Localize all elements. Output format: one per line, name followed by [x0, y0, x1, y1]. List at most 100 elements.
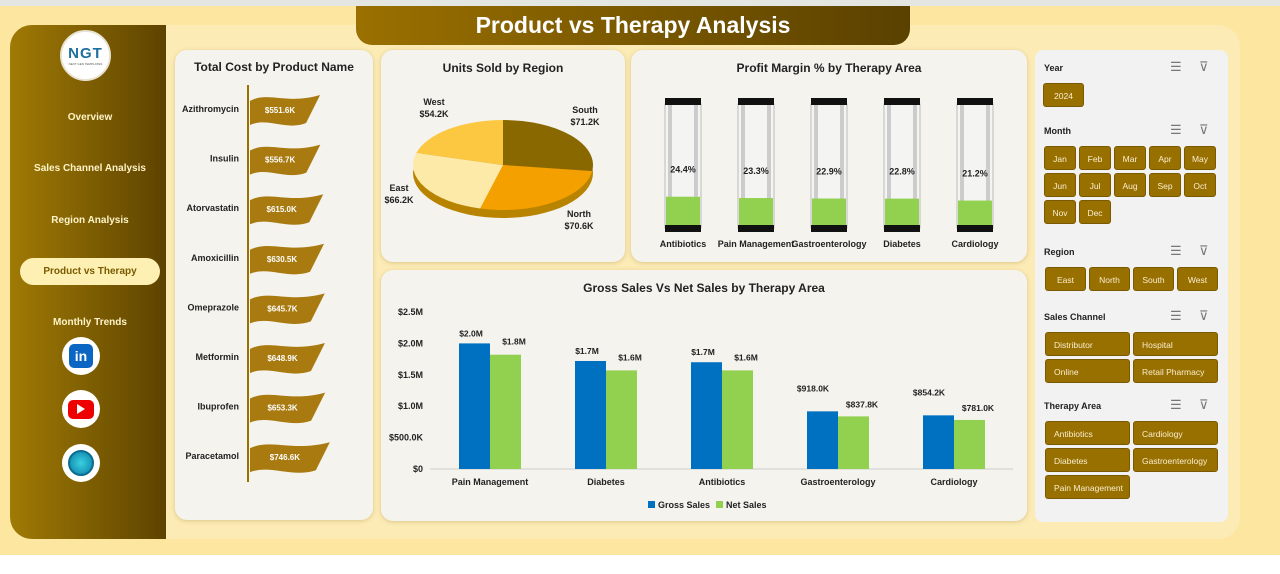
clear-filter-icon[interactable]: ⊽: [1199, 397, 1209, 412]
data-label: $556.7K: [265, 156, 295, 165]
tube-cap: [884, 98, 920, 105]
units-region-chart: South $71.2K North $70.6K East $66.2K West $54.…: [384, 97, 600, 231]
slicer-title: Month: [1044, 126, 1071, 136]
slicer-item-therapy[interactable]: Diabetes: [1045, 448, 1130, 472]
globe-icon: [68, 450, 94, 476]
y-tick-label: $500.0K: [389, 433, 424, 443]
multi-select-icon[interactable]: ☰: [1170, 308, 1182, 323]
data-label: 23.3%: [743, 166, 769, 176]
net-sales-bar: [838, 416, 869, 469]
cost-flag: [250, 95, 321, 126]
slicer-item-jun[interactable]: Jun: [1044, 173, 1076, 197]
margin-fill: [812, 198, 846, 226]
tube-shine: [814, 104, 818, 228]
y-tick-label: $2.0M: [398, 338, 423, 348]
multi-select-icon[interactable]: ☰: [1170, 59, 1182, 74]
data-label: 22.8%: [889, 167, 915, 177]
category-label: Insulin: [210, 154, 239, 164]
clear-filter-icon[interactable]: ⊽: [1199, 59, 1209, 74]
data-label: 24.4%: [670, 165, 696, 175]
slicer-item-mar[interactable]: Mar: [1114, 146, 1146, 170]
slicer-item-nov[interactable]: Nov: [1044, 200, 1076, 224]
tube-shine: [668, 104, 672, 228]
margin-fill: [666, 196, 700, 226]
slicer-item-west[interactable]: West: [1177, 267, 1218, 291]
clear-filter-icon[interactable]: ⊽: [1199, 243, 1209, 258]
slicer-item-dec[interactable]: Dec: [1079, 200, 1111, 224]
slicer-item-apr[interactable]: Apr: [1149, 146, 1181, 170]
slicer-item-2024[interactable]: 2024: [1043, 83, 1084, 107]
slicer-item-channel[interactable]: Online: [1045, 359, 1130, 383]
linkedin-button[interactable]: in: [62, 337, 100, 375]
slicer-item-channel[interactable]: Hospital: [1133, 332, 1218, 356]
data-label: $2.0M: [459, 328, 483, 338]
slicer-item-east[interactable]: East: [1045, 267, 1086, 291]
category-label: Metformin: [196, 352, 240, 362]
bottom-strip: [0, 555, 1280, 574]
category-label: Cardiology: [930, 477, 977, 487]
cost-flag: [250, 442, 330, 473]
clear-filter-icon[interactable]: ⊽: [1199, 308, 1209, 323]
slicer-item-may[interactable]: May: [1184, 146, 1216, 170]
logo: NGT NEXT GEN TEMPLATES: [60, 30, 111, 81]
data-label: $615.0K: [267, 205, 297, 214]
slicer-item-oct[interactable]: Oct: [1184, 173, 1216, 197]
tube-cap: [957, 98, 993, 105]
pie-category-label: East: [389, 183, 408, 193]
data-label: $1.8M: [502, 337, 526, 347]
y-tick-label: $0: [413, 464, 423, 474]
multi-select-icon[interactable]: ☰: [1170, 243, 1182, 258]
pie-data-label: $54.2K: [419, 109, 449, 119]
slicer-item-feb[interactable]: Feb: [1079, 146, 1111, 170]
tube-shine: [986, 104, 990, 228]
slicer-item-south[interactable]: South: [1133, 267, 1174, 291]
slicer-item-sep[interactable]: Sep: [1149, 173, 1181, 197]
category-label: Pain Management: [718, 239, 795, 249]
category-label: Omeprazole: [187, 302, 239, 312]
data-label: $746.6K: [270, 453, 300, 462]
slicer-item-aug[interactable]: Aug: [1114, 173, 1146, 197]
slicer-item-jan[interactable]: Jan: [1044, 146, 1076, 170]
slicer-title: Therapy Area: [1044, 401, 1102, 411]
slicer-item-jul[interactable]: Jul: [1079, 173, 1111, 197]
slicer-item-channel[interactable]: Retail Pharmacy: [1133, 359, 1218, 383]
clear-filter-icon[interactable]: ⊽: [1199, 122, 1209, 137]
slicer-item-therapy[interactable]: Pain Management: [1045, 475, 1130, 499]
slicer-title: Region: [1044, 247, 1075, 257]
multi-select-icon[interactable]: ☰: [1170, 122, 1182, 137]
profit-margin-chart: 24.4% Antibiotics 23.3% Pain Management 22.9…: [660, 98, 999, 249]
cost-flag: [250, 392, 326, 424]
data-label: $653.3K: [267, 404, 297, 413]
gross-sales-bar: [691, 362, 722, 469]
category-label: Paracetamol: [185, 451, 239, 461]
tube-cap: [811, 225, 847, 232]
slicer-item-therapy[interactable]: Cardiology: [1133, 421, 1218, 445]
slicer-item-therapy[interactable]: Gastroenterology: [1133, 448, 1218, 472]
youtube-button[interactable]: [62, 390, 100, 428]
data-label: $1.6M: [734, 352, 758, 362]
pie-slice: [413, 152, 503, 209]
website-button[interactable]: [62, 444, 100, 482]
slicer-item-therapy[interactable]: Antibiotics: [1045, 421, 1130, 445]
cost-flag: [250, 194, 324, 225]
category-label: Gastroenterology: [791, 239, 866, 249]
net-sales-bar: [722, 370, 753, 469]
data-label: $1.6M: [618, 352, 642, 362]
margin-fill: [739, 198, 773, 226]
sidebar-item-overview[interactable]: Overview: [67, 112, 113, 123]
cost-flag: [250, 243, 325, 275]
slicer-item-north[interactable]: North: [1089, 267, 1130, 291]
logo-text: NGT: [68, 45, 103, 62]
slicer-item-channel[interactable]: Distributor: [1045, 332, 1130, 356]
category-label: Antibiotics: [660, 239, 707, 249]
units-region-card: Units Sold by Region South $71.2K North $70…: [381, 50, 625, 262]
sidebar-item-sales-channel[interactable]: Sales Channel Analysis: [34, 163, 146, 174]
sidebar-item-region[interactable]: Region Analysis: [51, 215, 129, 226]
multi-select-icon[interactable]: ☰: [1170, 397, 1182, 412]
sidebar-item-product-vs-therapy[interactable]: Product vs Therapy: [20, 258, 160, 285]
category-label: Pain Management: [452, 477, 529, 487]
margin-fill: [885, 198, 919, 226]
pie-category-label: South: [572, 105, 598, 115]
slicer-title: Year: [1044, 63, 1064, 73]
sidebar-item-monthly-trends[interactable]: Monthly Trends: [53, 317, 127, 328]
